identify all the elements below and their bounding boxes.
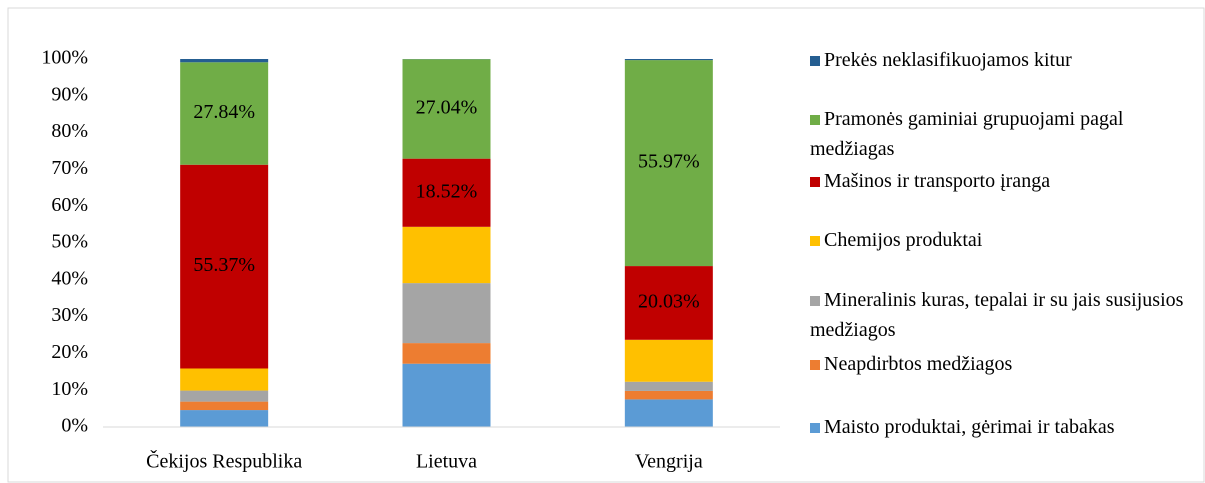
legend-item: Chemijos produktai xyxy=(810,225,1200,255)
legend-swatch xyxy=(810,423,820,433)
legend-item: Neapdirbtos medžiagos xyxy=(810,349,1200,379)
data-label: 27.04% xyxy=(416,96,478,118)
bar-segment xyxy=(402,59,491,159)
legend-label: Neapdirbtos medžiagos xyxy=(824,353,1013,375)
x-tick-label: Vengrija xyxy=(635,451,703,473)
bar-segment xyxy=(624,266,713,340)
legend-label: Pramonės gaminiai grupuojami pagal medži… xyxy=(810,108,1124,160)
y-tick-label: 30% xyxy=(51,304,88,326)
legend-swatch xyxy=(810,56,820,66)
chart-border xyxy=(7,7,1205,483)
bar-segment xyxy=(624,59,713,61)
bar-segment xyxy=(624,339,713,382)
y-tick-label: 70% xyxy=(51,157,88,179)
data-label: 55.97% xyxy=(638,151,700,173)
bar-segment xyxy=(180,390,269,402)
legend-item: Maisto produktai, gėrimai ir tabakas xyxy=(810,412,1200,442)
y-tick-label: 40% xyxy=(51,267,88,289)
x-tick-label: Čekijos Respublika xyxy=(146,449,302,473)
y-tick-label: 60% xyxy=(51,194,88,216)
y-tick-label: 10% xyxy=(51,378,88,400)
legend-swatch xyxy=(810,296,820,306)
bar-segment xyxy=(402,363,491,427)
legend-item: Mašinos ir transporto įranga xyxy=(810,166,1200,196)
bar-segment xyxy=(624,381,713,391)
y-tick-label: 90% xyxy=(51,83,88,105)
y-tick-label: 50% xyxy=(51,231,88,253)
legend-label: Prekės neklasifikuojamos kitur xyxy=(824,49,1072,71)
bar-segment xyxy=(624,399,713,427)
y-tick-label: 0% xyxy=(61,415,88,437)
legend-item: Mineralinis kuras, tepalai ir su jais su… xyxy=(810,285,1200,345)
data-label: 27.84% xyxy=(193,101,255,123)
bar-segment xyxy=(402,158,491,227)
bar-segment xyxy=(402,343,491,364)
bar-segment xyxy=(180,59,269,63)
data-label: 55.37% xyxy=(193,254,255,276)
bar-segment xyxy=(624,390,713,400)
legend-label: Mineralinis kuras, tepalai ir su jais su… xyxy=(810,289,1184,341)
legend-item: Pramonės gaminiai grupuojami pagal medži… xyxy=(810,104,1200,164)
x-tick-label: Lietuva xyxy=(416,451,477,473)
legend-swatch xyxy=(810,177,820,187)
y-tick-label: 20% xyxy=(51,341,88,363)
bar-segment xyxy=(402,283,491,344)
y-tick-label: 80% xyxy=(51,120,88,142)
legend-label: Maisto produktai, gėrimai ir tabakas xyxy=(824,416,1115,438)
bar-segment xyxy=(180,410,269,427)
legend-label: Mašinos ir transporto įranga xyxy=(824,170,1051,192)
y-tick-label: 100% xyxy=(41,47,88,69)
legend-item: Prekės neklasifikuojamos kitur xyxy=(810,45,1200,75)
legend-label: Chemijos produktai xyxy=(824,229,983,251)
data-label: 20.03% xyxy=(638,291,700,313)
bar-segment xyxy=(180,368,269,391)
legend-swatch xyxy=(810,115,820,125)
bar-segment xyxy=(180,62,269,165)
data-label: 18.52% xyxy=(416,180,478,202)
legend-swatch xyxy=(810,236,820,246)
bar-segment xyxy=(180,164,269,369)
bar-segment xyxy=(624,60,713,267)
bar-segment xyxy=(402,226,491,284)
bar-segment xyxy=(180,401,269,411)
legend-swatch xyxy=(810,360,820,370)
